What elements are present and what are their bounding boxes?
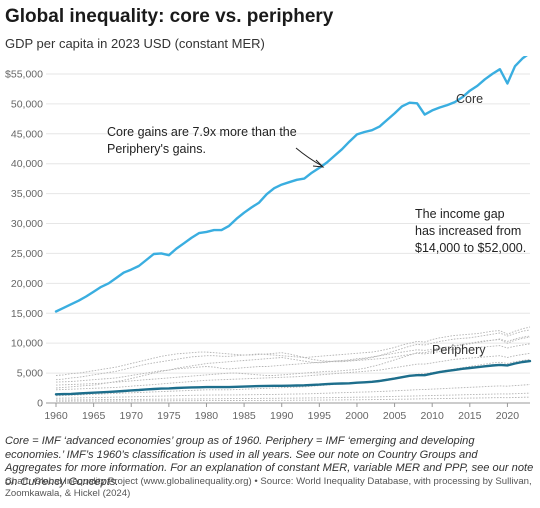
x-tick-label: 1990 [270, 410, 294, 422]
background-series-line [55, 343, 531, 376]
y-axis: 0 5,000 10,000 15,000 20,000 25,000 30,000 35,0… [5, 68, 43, 409]
chart-grid [46, 73, 530, 404]
y-tick-label: $55,000 [5, 68, 43, 80]
background-series-line [55, 335, 531, 386]
annotation-income-gap-line-2: has increased from [415, 224, 521, 238]
series-line-core [54, 56, 528, 313]
y-tick-label: 40,000 [11, 158, 43, 170]
x-tick-label: 1965 [82, 410, 106, 422]
y-tick-label: 10,000 [11, 338, 43, 350]
series-label-core: Core [456, 92, 483, 106]
y-tick-label: 0 [37, 398, 43, 410]
series-line-periphery [54, 359, 532, 396]
x-tick-label: 2020 [496, 410, 520, 422]
main-series-lines [54, 56, 532, 396]
annotation-core-gains-line-2: Periphery's gains. [107, 142, 206, 156]
x-tick-label: 2000 [345, 410, 369, 422]
background-series-line [55, 352, 531, 391]
series-label-periphery: Periphery [432, 343, 486, 357]
y-tick-label: 15,000 [11, 308, 43, 320]
background-series-line [56, 396, 531, 402]
annotation-income-gap-line-1: The income gap [415, 207, 505, 221]
y-tick-label: 30,000 [11, 218, 43, 230]
background-series-line [55, 326, 531, 381]
annotation-arrowhead [312, 159, 325, 168]
background-series-line [55, 392, 531, 401]
annotation-core-gains: Core gains are 7.9x more than the Periph… [107, 125, 300, 156]
x-tick-label: 1985 [232, 410, 256, 422]
y-tick-label: 5,000 [17, 368, 43, 380]
x-tick-label: 1980 [195, 410, 219, 422]
y-tick-label: 50,000 [11, 98, 43, 110]
x-tick-label: 2010 [421, 410, 445, 422]
annotation-income-gap: The income gap has increased from $14,00… [415, 207, 526, 255]
background-series-line [55, 384, 531, 399]
background-series-line [55, 329, 531, 383]
y-tick-label: 25,000 [11, 248, 43, 260]
annotation-arrow [295, 147, 323, 167]
annotations: Core gains are 7.9x more than the Periph… [107, 125, 526, 255]
x-tick-label: 2005 [383, 410, 407, 422]
footnote: Core = IMF ‘advanced economies’ group as… [5, 435, 534, 488]
x-axis: 1960 1965 1970 1975 1980 1985 1990 1995 2000 2005… [44, 403, 519, 422]
annotation-income-gap-line-3: $14,000 to $52,000. [415, 241, 526, 255]
y-tick-label: 35,000 [11, 188, 43, 200]
x-tick-label: 1960 [44, 410, 68, 422]
x-tick-label: 1975 [157, 410, 181, 422]
x-tick-label: 1970 [120, 410, 144, 422]
annotation-core-gains-line-1: Core gains are 7.9x more than the [107, 125, 297, 139]
background-series-line [55, 336, 531, 389]
series-labels: Core Periphery [432, 92, 486, 357]
chart-credit: Chart: Global Inequality Project (www.gl… [5, 476, 532, 499]
chart-subtitle: GDP per capita in 2023 USD (constant MER… [5, 36, 265, 51]
x-tick-label: 1995 [308, 410, 332, 422]
chart-title: Global inequality: core vs. periphery [5, 6, 334, 27]
x-tick-label: 2015 [458, 410, 482, 422]
y-tick-label: 20,000 [11, 278, 43, 290]
line-chart: 0 5,000 10,000 15,000 20,000 25,000 30,000 35,0… [5, 56, 532, 422]
y-tick-label: 45,000 [11, 128, 43, 140]
